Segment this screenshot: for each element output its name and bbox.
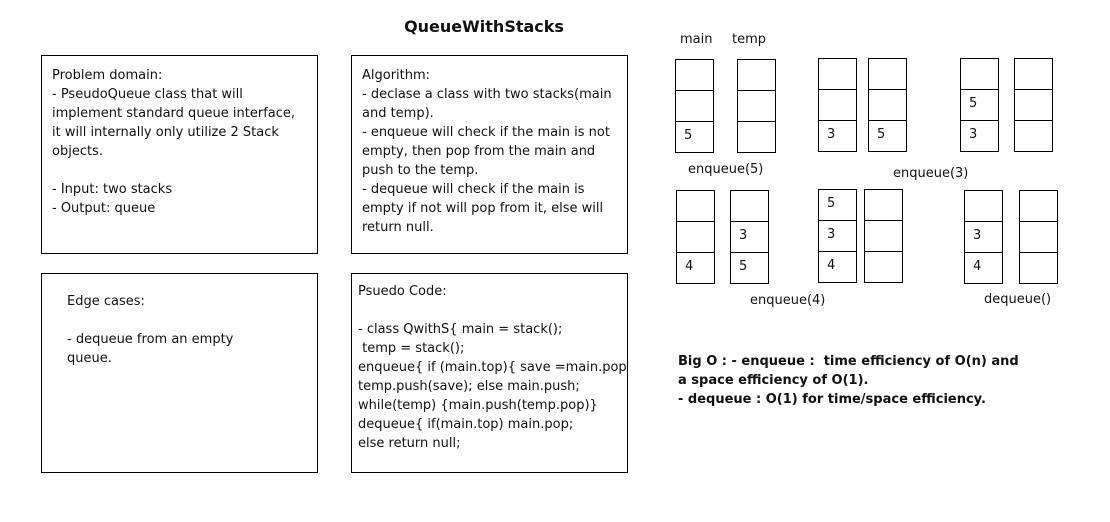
stack-cell: 3 [818,120,857,152]
main-stack-header: main [680,32,713,47]
stack-cell-value: 5 [877,127,886,142]
stack-cell: 5 [960,89,999,121]
stack-cell [868,89,907,121]
stack-cell: 5 [730,252,769,284]
operation-label-enqueue-4: enqueue(4) [750,293,826,308]
stack-cell [737,59,776,91]
algorithm-line: empty, then pop from the main and [362,144,596,159]
stack-cell [818,89,857,121]
pseudo-code-line: Psuedo Code: [358,284,447,299]
stack-cell-value: 3 [969,127,978,142]
problem-domain-line: - Input: two stacks [52,182,173,197]
problem-domain-line: Problem domain: [52,68,163,83]
temp-stack-header: temp [732,32,767,47]
stack-cell-value: 5 [827,196,836,211]
stack-cell [864,251,903,283]
algorithm-line: empty if not will pop from it, else will [362,201,604,216]
algorithm-line: and temp). [362,106,434,121]
stack-cell-value: 5 [684,128,693,143]
stack-cell-value: 3 [827,127,836,142]
stack-cell [1019,252,1058,284]
problem-domain-line: - Output: queue [52,201,156,216]
diagram-title: QueueWithStacks [404,17,564,36]
pseudo-code-line: enqueue{ if (main.top){ save =main.pop [358,360,627,375]
stack-cell: 3 [818,220,857,252]
stack-cell [818,58,857,90]
algorithm-line: return null. [362,220,434,235]
stack-cell [730,190,769,222]
operation-label-dequeue: dequeue() [984,292,1052,307]
stack-cell [675,59,714,91]
operation-label-enqueue-3: enqueue(3) [893,166,969,181]
edge-cases-line: queue. [67,351,112,366]
stack-cell [964,190,1003,222]
stack-cell [1019,221,1058,253]
algorithm-line: Algorithm: [362,68,431,83]
stack-cell [1014,89,1053,121]
stack-cell-value: 4 [685,259,694,274]
stack-cell [737,121,776,153]
problem-domain-line: implement standard queue interface, [52,106,296,121]
stack-cell [864,189,903,221]
stack-cell-value: 3 [973,228,982,243]
stack-cell [676,190,715,222]
stack-cell: 5 [868,120,907,152]
stack-cell: 5 [818,189,857,221]
algorithm-line: - declase a class with two stacks(main [362,87,612,102]
stack-cell-value: 5 [739,259,748,274]
algorithm-line: - dequeue will check if the main is [362,182,585,197]
stack-cell: 3 [730,221,769,253]
big-o-line: a space efficiency of O(1). [678,373,869,388]
stack-cell [868,58,907,90]
edge-cases-box: Edge cases: - dequeue from an empty queue. [41,273,318,473]
operation-label-enqueue-5: enqueue(5) [688,162,764,177]
edge-cases-line [67,311,307,330]
stack-cell-value: 3 [739,228,748,243]
stack-cell [737,90,776,122]
pseudo-code-line: temp = stack(); [358,341,465,356]
stack-cell [1014,120,1053,152]
stack-cell: 4 [676,252,715,284]
edge-cases-line: Edge cases: [67,294,145,309]
stack-cell-value: 5 [969,96,978,111]
pseudo-code-line: else return null; [358,436,461,451]
stack-cell [675,90,714,122]
stack-cell [1014,58,1053,90]
algorithm-line: - enqueue will check if the main is not [362,125,610,140]
stack-cell-value: 3 [827,227,836,242]
pseudo-code-line [358,301,621,320]
stack-cell: 3 [964,221,1003,253]
stack-cell [960,58,999,90]
problem-domain-line [52,161,307,180]
big-o-notes: Big O : - enqueue : time efficiency of O… [678,352,1019,409]
pseudo-code-box: Psuedo Code: - class QwithS{ main = stack… [351,273,628,473]
algorithm-box: Algorithm: - declase a class with two sta… [351,55,628,254]
stack-cell-value: 4 [973,259,982,274]
stack-cell-value: 4 [827,258,836,273]
big-o-line: - dequeue : O(1) for time/space efficien… [678,392,986,407]
problem-domain-line: objects. [52,144,103,159]
pseudo-code-line: while(temp) {main.push(temp.pop)} [358,398,598,413]
algorithm-line: push to the temp. [362,163,479,178]
pseudo-code-line: - class QwithS{ main = stack(); [358,322,563,337]
stack-cell: 3 [960,120,999,152]
problem-domain-box: Problem domain: - PseudoQueue class that … [41,55,318,254]
pseudo-code-line: temp.push(save); else main.push; [358,379,580,394]
problem-domain-line: it will internally only utilize 2 Stack [52,125,279,140]
problem-domain-line: - PseudoQueue class that will [52,87,243,102]
big-o-line: Big O : - enqueue : time efficiency of O… [678,354,1019,369]
stack-cell: 5 [675,121,714,153]
edge-cases-line: - dequeue from an empty [67,332,234,347]
stack-cell [676,221,715,253]
stack-cell [864,220,903,252]
stack-cell: 4 [818,251,857,283]
pseudo-code-line: dequeue{ if(main.top) main.pop; [358,417,574,432]
stack-cell: 4 [964,252,1003,284]
stack-cell [1019,190,1058,222]
